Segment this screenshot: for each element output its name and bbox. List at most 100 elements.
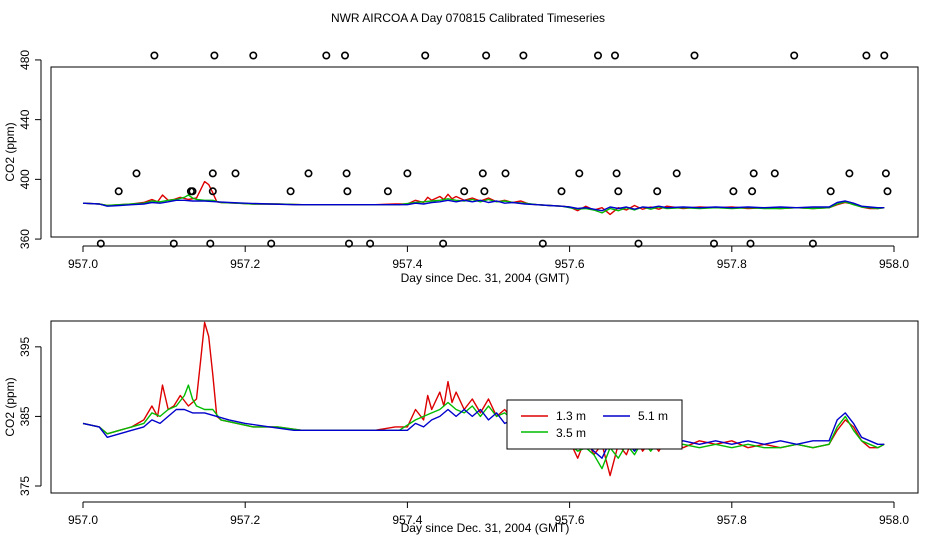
calibration-point <box>749 169 758 178</box>
calibration-point <box>188 187 197 196</box>
calibration-point <box>614 187 623 196</box>
chart-bottom-y-label: CO2 (ppm) <box>3 377 17 436</box>
y-tick-label: 385 <box>18 406 32 426</box>
calibration-point <box>480 187 489 196</box>
calibration-point <box>709 239 718 248</box>
x-tick-label: 957.6 <box>555 513 585 527</box>
x-tick-label: 957.2 <box>230 257 260 271</box>
calibration-point <box>482 51 491 60</box>
calibration-point <box>826 187 835 196</box>
chart-top-plot-frame <box>50 66 919 238</box>
chart-bottom-series <box>82 321 885 477</box>
calibration-point <box>634 239 643 248</box>
calibration-point <box>340 51 349 60</box>
legend-label-1-3m: 1.3 m <box>556 409 586 423</box>
chart-bottom-x-label: Day since Dec. 31, 2004 (GMT) <box>401 521 570 535</box>
calibration-point <box>845 169 854 178</box>
calibration-point <box>610 51 619 60</box>
series-line-5-1-m <box>82 199 885 212</box>
calibration-point <box>343 187 352 196</box>
chart-top-x-axis: 957.0 957.2 957.4 957.6 957.8 958.0 <box>68 245 909 271</box>
chart-top-calibration-points <box>96 51 892 248</box>
calibration-point <box>249 51 258 60</box>
y-tick-label: 400 <box>18 169 32 189</box>
x-tick-label: 957.8 <box>717 513 747 527</box>
calibration-point <box>538 239 547 248</box>
series-line-3-5-m <box>82 384 885 470</box>
figure-title: NWR AIRCOA A Day 070815 Calibrated Times… <box>331 11 605 25</box>
calibration-point <box>748 187 757 196</box>
x-tick-label: 957.0 <box>68 513 98 527</box>
calibration-point <box>653 187 662 196</box>
calibration-point <box>132 169 141 178</box>
x-tick-label: 958.0 <box>879 513 909 527</box>
calibration-point <box>366 239 375 248</box>
calibration-point <box>439 239 448 248</box>
x-tick-label: 957.0 <box>68 257 98 271</box>
calibration-point <box>403 169 412 178</box>
calibration-point <box>729 187 738 196</box>
x-tick-label: 957.2 <box>230 513 260 527</box>
calibration-point <box>169 239 178 248</box>
calibration-point <box>96 239 105 248</box>
calibration-point <box>210 51 219 60</box>
calibration-point <box>672 169 681 178</box>
calibration-point <box>267 239 276 248</box>
calibration-point <box>208 169 217 178</box>
chart-top-series <box>82 180 885 216</box>
y-tick-label: 395 <box>18 337 32 357</box>
calibration-point <box>150 51 159 60</box>
y-tick-label: 375 <box>18 476 32 496</box>
chart-top: 957.0 957.2 957.4 957.6 957.8 958.0 360 400 440… <box>3 50 919 285</box>
y-tick-label: 360 <box>18 229 32 249</box>
calibration-point <box>208 187 217 196</box>
calibration-point <box>286 187 295 196</box>
series-line-1-3-m <box>82 180 885 216</box>
legend-label-5-1m: 5.1 m <box>638 409 668 423</box>
calibration-point <box>342 169 351 178</box>
calibration-point <box>790 51 799 60</box>
chart-top-x-label: Day since Dec. 31, 2004 (GMT) <box>401 271 570 285</box>
y-tick-label: 480 <box>18 50 32 70</box>
calibration-point <box>421 51 430 60</box>
calibration-point <box>808 239 817 248</box>
calibration-point <box>501 169 510 178</box>
legend-label-3-5m: 3.5 m <box>556 426 586 440</box>
chart-bottom-x-axis: 957.0 957.2 957.4 957.6 957.8 958.0 <box>68 501 909 527</box>
calibration-point <box>383 187 392 196</box>
calibration-point <box>206 239 215 248</box>
chart-bottom-legend: 1.3 m 5.1 m 3.5 m <box>506 399 683 450</box>
calibration-point <box>883 187 892 196</box>
x-tick-label: 957.4 <box>392 257 422 271</box>
y-tick-label: 440 <box>18 109 32 129</box>
x-tick-label: 958.0 <box>879 257 909 271</box>
legend-box <box>506 399 683 450</box>
chart-top-y-label: CO2 (ppm) <box>3 122 17 181</box>
calibration-point <box>114 187 123 196</box>
calibration-point <box>304 169 313 178</box>
chart-top-y-axis: 360 400 440 480 <box>18 50 42 249</box>
chart-bottom-plot-frame <box>50 320 919 494</box>
x-tick-label: 957.6 <box>555 257 585 271</box>
x-tick-label: 957.4 <box>392 513 422 527</box>
calibration-point <box>770 169 779 178</box>
calibration-point <box>862 51 871 60</box>
calibration-point <box>460 187 469 196</box>
series-line-1-3-m <box>82 321 885 477</box>
calibration-point <box>519 51 528 60</box>
series-line-3-5-m <box>82 194 885 214</box>
calibration-point <box>746 239 755 248</box>
calibration-point <box>612 169 621 178</box>
calibration-point <box>344 239 353 248</box>
x-tick-label: 957.8 <box>717 257 747 271</box>
calibration-point <box>557 187 566 196</box>
calibration-point <box>690 51 699 60</box>
calibration-point <box>231 169 240 178</box>
chart-bottom-y-axis: 375 385 395 <box>18 337 42 496</box>
calibration-point <box>575 169 584 178</box>
calibration-point <box>593 51 602 60</box>
calibration-point <box>881 169 890 178</box>
series-line-5-1-m <box>82 408 885 459</box>
calibration-point <box>478 169 487 178</box>
